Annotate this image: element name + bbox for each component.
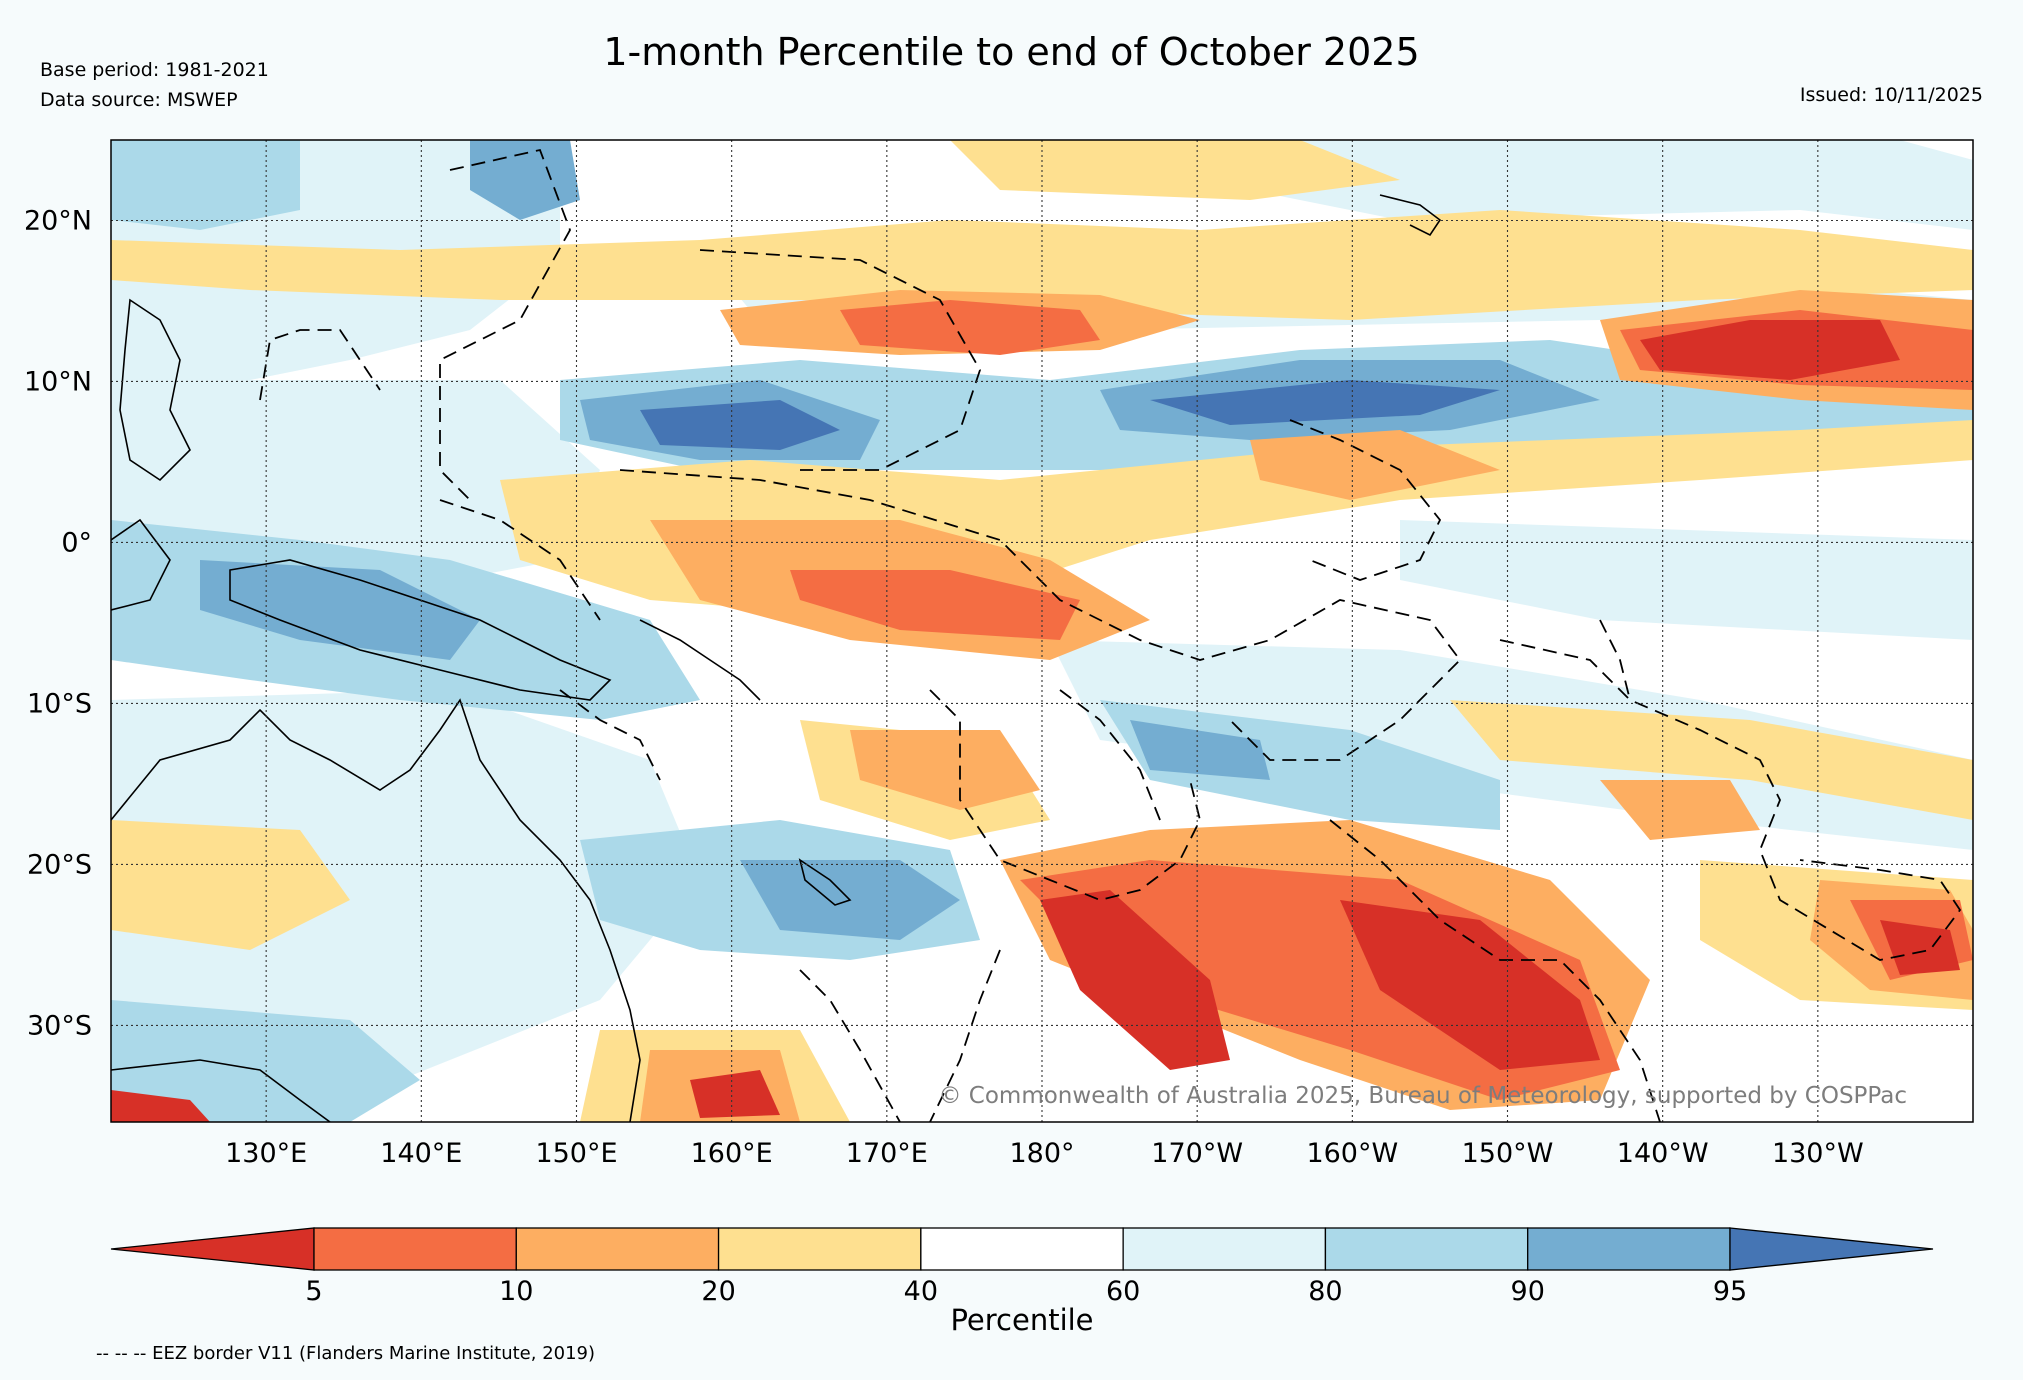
field-redorange-north (840, 300, 1100, 355)
field-orange-mid (1250, 430, 1500, 500)
metadata-block: Base period: 1981-2021 Data source: MSWE… (40, 55, 269, 115)
field-red-bottom (690, 1070, 780, 1118)
field-lightblue-south (111, 690, 700, 1080)
eez-border (1499, 639, 1962, 961)
field-orange-fiji (850, 730, 1040, 810)
lon-tick-label: 150°E (535, 1138, 617, 1169)
page-title: 1-month Percentile to end of October 202… (603, 30, 1420, 74)
field-blue-topleft (111, 140, 300, 230)
eez-border (1329, 819, 1661, 1122)
lat-tick-label: 20°N (24, 205, 92, 236)
field-darkblue-png (200, 560, 480, 660)
colorbar-tick-label: 95 (1713, 1276, 1747, 1307)
field-deepblue-itcz-east (1150, 380, 1500, 425)
eez-borders (259, 148, 1962, 1122)
colorbar-tick-label: 20 (701, 1276, 735, 1307)
lon-tick-label: 150°W (1462, 1138, 1554, 1169)
coastline-borneo (111, 518, 171, 611)
lat-tick-label: 20°S (27, 849, 92, 880)
map-frame (110, 139, 1974, 1123)
field-lightblue-ne (1250, 140, 1973, 230)
colorbar-tick-label: 90 (1511, 1276, 1545, 1307)
colorbar-tick-label: 80 (1308, 1276, 1342, 1307)
lat-tick-label: 0° (61, 527, 92, 558)
colorbar-tick-label: 60 (1106, 1276, 1140, 1307)
colorbar-segment (717, 1227, 922, 1271)
colorbar-segment (920, 1227, 1124, 1271)
eez-border (439, 499, 601, 621)
eez-border (1289, 419, 1442, 581)
eez-border (439, 148, 571, 501)
lon-tick-label: 130°E (225, 1138, 307, 1169)
colorbar-segment (1324, 1227, 1529, 1271)
eez-border (1599, 619, 1631, 701)
lat-tick-label: 10°N (24, 366, 92, 397)
coastline-solomons (639, 619, 761, 701)
eez-border (929, 949, 1001, 1122)
lon-tick-label: 130°W (1772, 1138, 1864, 1169)
eez-footnote: -- -- -- EEZ border V11 (Flanders Marine… (96, 1343, 596, 1364)
coastline-philippines (119, 298, 191, 482)
issued-date: Issued: 10/11/2025 (1799, 84, 1983, 106)
field-yellow-top (950, 140, 1400, 200)
coastline-new-caledonia (798, 858, 852, 906)
coastline-hawaii (1379, 194, 1442, 237)
eez-border (929, 689, 1201, 901)
coastline-nz-bottom (111, 1059, 331, 1122)
data-source-text: Data source: MSWEP (40, 89, 238, 111)
lon-tick-label: 160°W (1306, 1138, 1398, 1169)
colorbar-segment (515, 1227, 720, 1271)
colorbar-extend-high (1729, 1227, 1934, 1271)
field-red-northeast (1640, 320, 1900, 380)
colorbar-tick-label: 40 (904, 1276, 938, 1307)
colorbar-extend-low (110, 1227, 315, 1271)
field-red-southeast (1880, 920, 1960, 975)
lon-tick-label: 170°E (846, 1138, 928, 1169)
eez-border (1059, 689, 1161, 821)
colorbar-label: Percentile (950, 1303, 1093, 1337)
colorbar-segment (1122, 1227, 1327, 1271)
lon-tick-label: 170°W (1151, 1138, 1243, 1169)
field-red-south-b (1340, 900, 1600, 1070)
colorbar-tick-label: 5 (305, 1276, 322, 1307)
eez-border (259, 329, 381, 401)
field-deepblue-itcz-west (640, 400, 840, 450)
field-darkblue-central (1130, 720, 1270, 780)
field-yellow-east (1450, 700, 1973, 820)
lon-tick-label: 140°E (380, 1138, 462, 1169)
map-gridlines (111, 140, 1973, 1122)
colorbar-tick-label: 10 (499, 1276, 533, 1307)
eez-border (799, 969, 901, 1122)
field-yellow-left (111, 820, 350, 950)
map-panel[interactable]: © Commonwealth of Australia 2025, Bureau… (110, 139, 1974, 1123)
lon-tick-label: 180° (1009, 1138, 1074, 1169)
eez-border (619, 469, 1462, 761)
field-lightblue-east (1400, 520, 1973, 640)
lon-tick-label: 140°W (1617, 1138, 1709, 1169)
copyright-notice: © Commonwealth of Australia 2025, Bureau… (938, 1083, 1907, 1109)
base-period-text: Base period: 1981-2021 (40, 59, 269, 81)
latitude-labels: 20°N 10°N 0° 10°S 20°S 30°S (24, 205, 92, 1041)
coastline-new-guinea (229, 559, 612, 701)
field-red-bottomleft (111, 1090, 210, 1122)
lon-tick-label: 160°E (691, 1138, 773, 1169)
lat-tick-label: 10°S (27, 688, 92, 719)
field-blue-lowerleft (111, 1000, 420, 1122)
colorbar-segment (313, 1227, 517, 1271)
percentile-field (111, 140, 1973, 1122)
eez-border (559, 689, 661, 781)
colorbar-segment (1527, 1227, 1731, 1271)
coastline-australia (111, 698, 641, 1122)
longitude-labels: 130°E 140°E 150°E 160°E 170°E 180° 170°W 160°W 1… (225, 1138, 1864, 1169)
field-redorange-equator (790, 570, 1080, 640)
lat-tick-label: 30°S (27, 1010, 92, 1041)
colorbar: 5 10 20 40 60 80 90 95 (110, 1227, 1934, 1307)
field-orange-ne-strip (1600, 780, 1760, 840)
eez-border (699, 249, 981, 471)
